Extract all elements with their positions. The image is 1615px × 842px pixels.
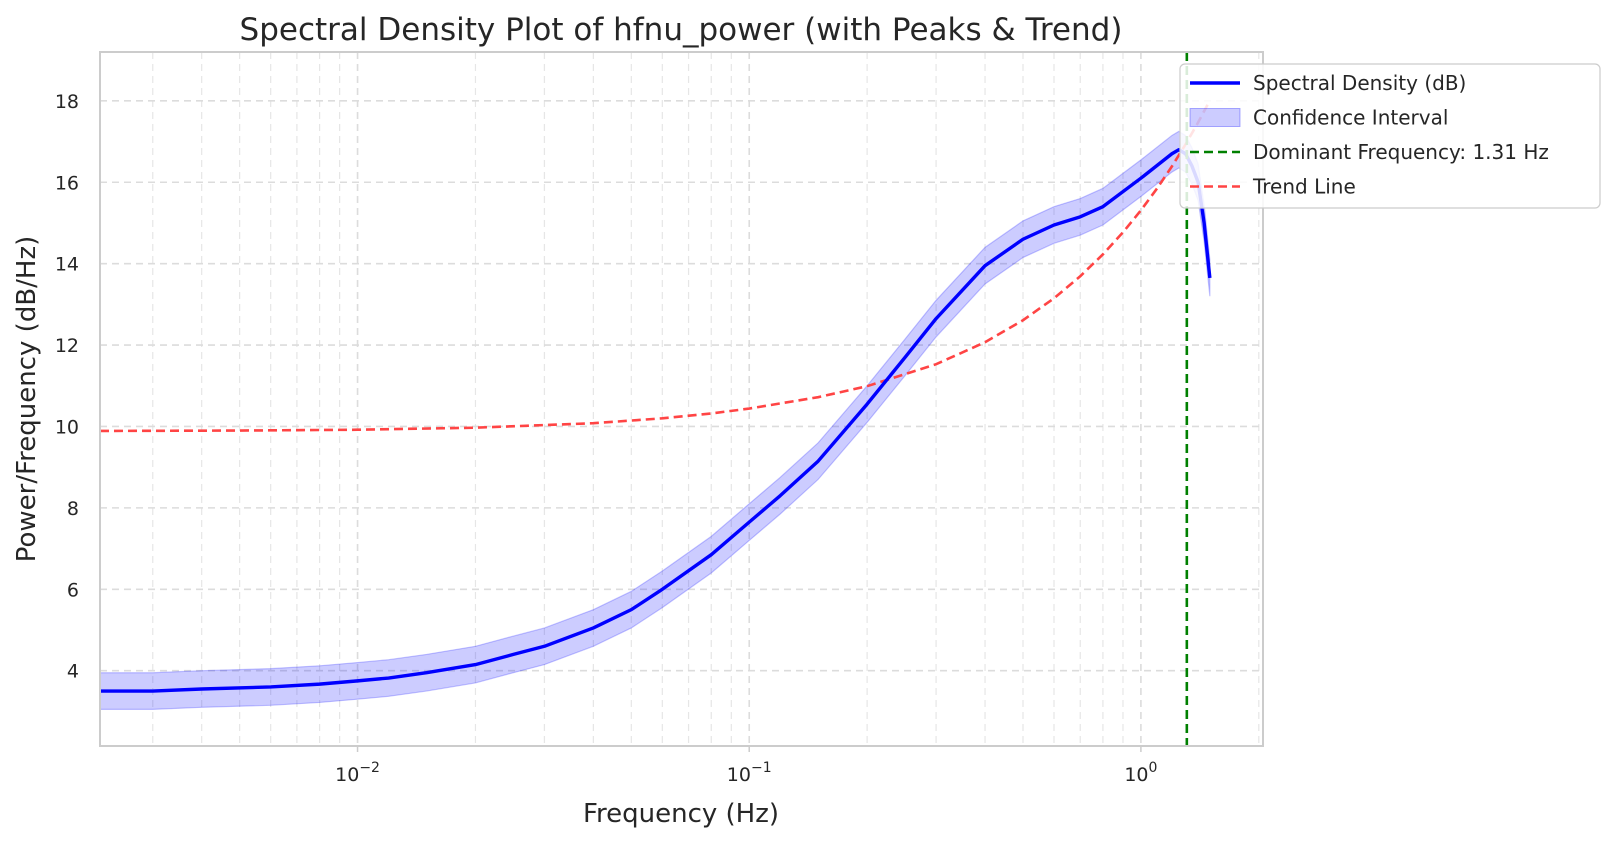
y-tick-label: 6 xyxy=(67,579,79,601)
y-tick-label: 14 xyxy=(55,254,79,276)
y-axis-ticks: 4 6 8 10 12 14 16 18 xyxy=(55,91,79,683)
plot-frame xyxy=(99,51,1264,747)
y-tick-label: 18 xyxy=(55,91,79,113)
y-tick-label: 4 xyxy=(67,661,79,683)
y-axis-title: Power/Frequency (dB/Hz) xyxy=(12,236,42,563)
y-tick-label: 8 xyxy=(67,498,79,520)
y-tick-label: 10 xyxy=(55,416,79,438)
legend-label: Dominant Frequency: 1.31 Hz xyxy=(1253,140,1549,164)
legend-label: Confidence Interval xyxy=(1253,106,1448,130)
legend-label: Spectral Density (dB) xyxy=(1253,71,1466,95)
y-tick-label: 16 xyxy=(55,172,79,194)
legend-swatch-band xyxy=(1189,108,1241,127)
legend-label: Trend Line xyxy=(1252,175,1356,199)
legend-item: Confidence Interval xyxy=(1189,106,1448,130)
plot-background xyxy=(100,52,1263,746)
legend-item: Trend Line xyxy=(1190,175,1356,199)
grid-lines xyxy=(100,52,1263,746)
x-axis-ticks: 10−2 10−1 100 xyxy=(335,746,1157,786)
chart-title: Spectral Density Plot of hfnu_power (wit… xyxy=(240,12,1123,48)
legend-box xyxy=(1179,63,1601,209)
y-tick-label: 12 xyxy=(55,335,79,357)
x-axis-title: Frequency (Hz) xyxy=(583,799,779,829)
spectral-density-line xyxy=(100,147,1212,693)
x-tick-label: 10−2 xyxy=(335,760,380,786)
plot-area xyxy=(100,99,1212,710)
x-tick-label: 10−1 xyxy=(727,760,772,786)
legend: Spectral Density (dB) Confidence Interval… xyxy=(1179,63,1601,209)
x-tick-label: 100 xyxy=(1124,760,1157,786)
trend-line xyxy=(100,99,1212,433)
legend-item: Spectral Density (dB) xyxy=(1190,71,1466,95)
legend-item: Dominant Frequency: 1.31 Hz xyxy=(1190,140,1549,164)
